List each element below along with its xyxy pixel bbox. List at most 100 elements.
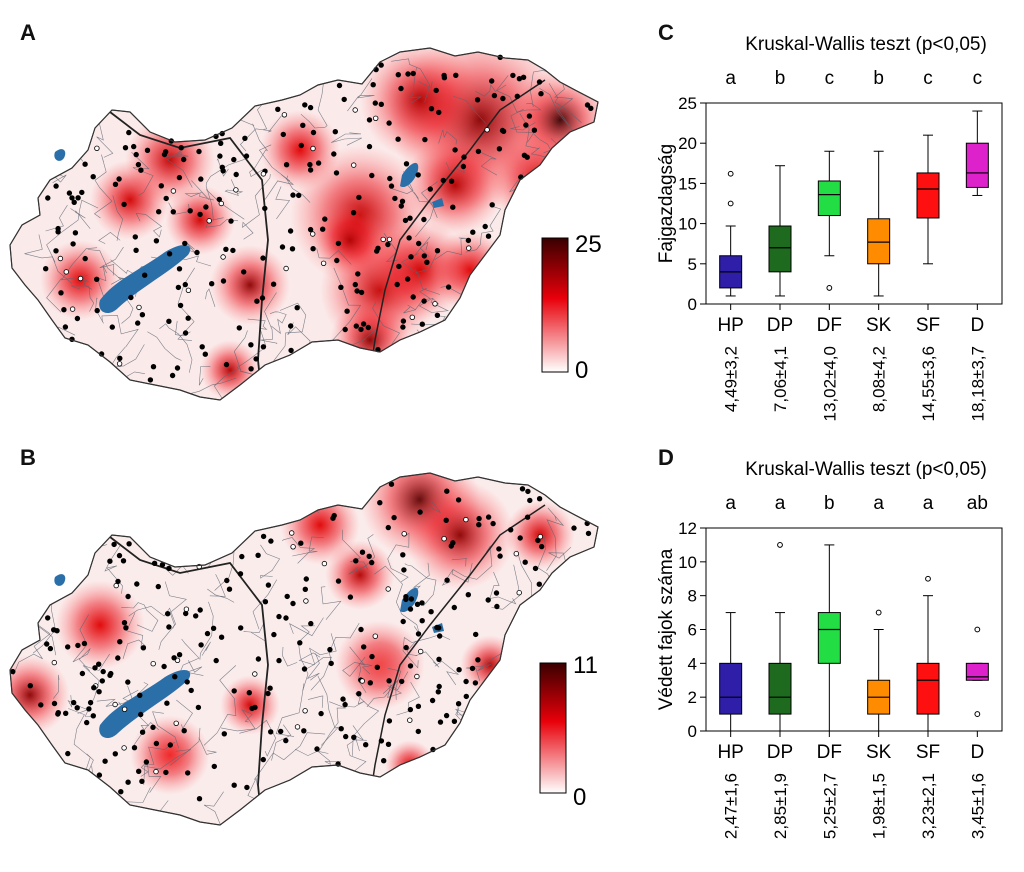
- river: [45, 205, 68, 232]
- box-HP: [719, 170, 743, 297]
- significance-letter: b: [775, 68, 786, 89]
- sample-site-dot: [294, 305, 300, 311]
- heat-hotspot: [385, 740, 435, 790]
- map-a: 25 0: [9, 47, 602, 401]
- sample-site-dot: [385, 241, 391, 248]
- river: [286, 175, 311, 203]
- sample-site-dot: [392, 195, 398, 202]
- sample-site-dot: [69, 195, 75, 201]
- river: [350, 329, 377, 346]
- sample-site-dot: [584, 102, 591, 108]
- sample-site-dot: [363, 742, 369, 748]
- sample-site-dot: [443, 517, 449, 523]
- sample-site-dot: [242, 135, 248, 141]
- river: [199, 601, 214, 660]
- sample-site-dot: [422, 136, 428, 143]
- sample-site-dot: [456, 666, 462, 673]
- river: [545, 207, 560, 241]
- sample-site-dot: [444, 577, 450, 583]
- sample-site-dot: [407, 606, 414, 612]
- box-D: [965, 110, 989, 196]
- sample-site-dot: [182, 240, 188, 247]
- sample-site-dot: [440, 177, 446, 184]
- sample-site-dot: [198, 642, 204, 648]
- sample-site-dot: [434, 312, 441, 318]
- sample-site-dot: [322, 216, 328, 222]
- sample-site-dot: [109, 324, 115, 330]
- lake-tisza: [400, 162, 419, 188]
- significance-letter: a: [923, 493, 934, 514]
- river: [419, 241, 430, 258]
- river: [34, 354, 86, 393]
- river: [166, 147, 193, 188]
- sample-site-dot: [485, 597, 491, 603]
- sample-site-dot: [448, 543, 454, 549]
- river: [166, 377, 237, 400]
- heat-hotspot: [360, 48, 480, 160]
- river: [50, 488, 79, 556]
- box-iqr: [719, 662, 743, 715]
- category-label: DP: [767, 742, 793, 763]
- river: [184, 180, 214, 201]
- y-tick-label: 2: [688, 688, 697, 707]
- sample-site-dot: [276, 613, 282, 620]
- sample-site-dot: [302, 586, 308, 592]
- sample-site-dot: [335, 240, 342, 247]
- river: [50, 379, 85, 394]
- sample-site-dot: [79, 189, 85, 196]
- sample-site-dot: [53, 183, 59, 189]
- box-iqr: [916, 662, 940, 715]
- sample-site-dot: [536, 496, 543, 502]
- river: [445, 162, 465, 174]
- sample-site-dot: [331, 151, 337, 157]
- sample-site-dot: [386, 718, 393, 724]
- sample-site-dot: [443, 712, 450, 719]
- sample-site-dot: [386, 120, 392, 126]
- sample-site-dot: [196, 148, 202, 155]
- sample-site-dot: [448, 178, 455, 184]
- sample-site-dot: [433, 87, 439, 94]
- sample-site-dot: [472, 680, 479, 686]
- river: [341, 805, 367, 825]
- sample-site-dot: [485, 233, 492, 239]
- box-iqr: [817, 180, 841, 217]
- y-tick-label: 0: [688, 722, 697, 741]
- river: [307, 695, 324, 708]
- sample-site-dot: [164, 700, 170, 706]
- river: [258, 144, 294, 200]
- river: [147, 331, 182, 361]
- sample-site-dot: [248, 342, 254, 348]
- sample-site-dot: [45, 615, 51, 621]
- sample-site-dot: [213, 657, 219, 664]
- mean-sd-label: 4,49±3,2: [722, 346, 741, 412]
- sample-site-dot: [228, 218, 234, 224]
- heat-hotspot: [405, 480, 515, 590]
- sample-site-dot: [406, 235, 412, 241]
- sample-site-dot: [358, 289, 365, 296]
- sample-site-dot: [310, 145, 316, 152]
- sample-site-dot: [307, 226, 314, 233]
- sample-site-dot: [496, 146, 503, 152]
- sample-site-dot: [461, 154, 467, 160]
- sample-site-dot: [342, 701, 348, 708]
- sample-site-dot: [318, 710, 324, 717]
- sample-site-dot: [111, 541, 117, 548]
- sample-site-dot: [437, 719, 444, 725]
- sample-site-dot: [139, 312, 146, 318]
- sample-site-dot: [79, 670, 86, 677]
- sample-site-dot: [220, 254, 226, 260]
- sample-site-dot: [460, 163, 467, 170]
- outlier-point: [974, 711, 981, 717]
- heat-hotspot: [220, 675, 280, 735]
- sample-site-dot: [386, 236, 393, 243]
- river: [249, 123, 269, 177]
- sample-site-dot: [170, 188, 177, 194]
- sample-site-dot: [150, 724, 156, 730]
- sample-site-dot: [62, 324, 69, 330]
- sample-site-dot: [95, 661, 102, 667]
- sample-site-dot: [310, 245, 316, 252]
- sample-site-dot: [169, 372, 176, 379]
- lake-ferto: [54, 149, 66, 161]
- river: [205, 159, 245, 221]
- sample-site-dot: [267, 685, 273, 691]
